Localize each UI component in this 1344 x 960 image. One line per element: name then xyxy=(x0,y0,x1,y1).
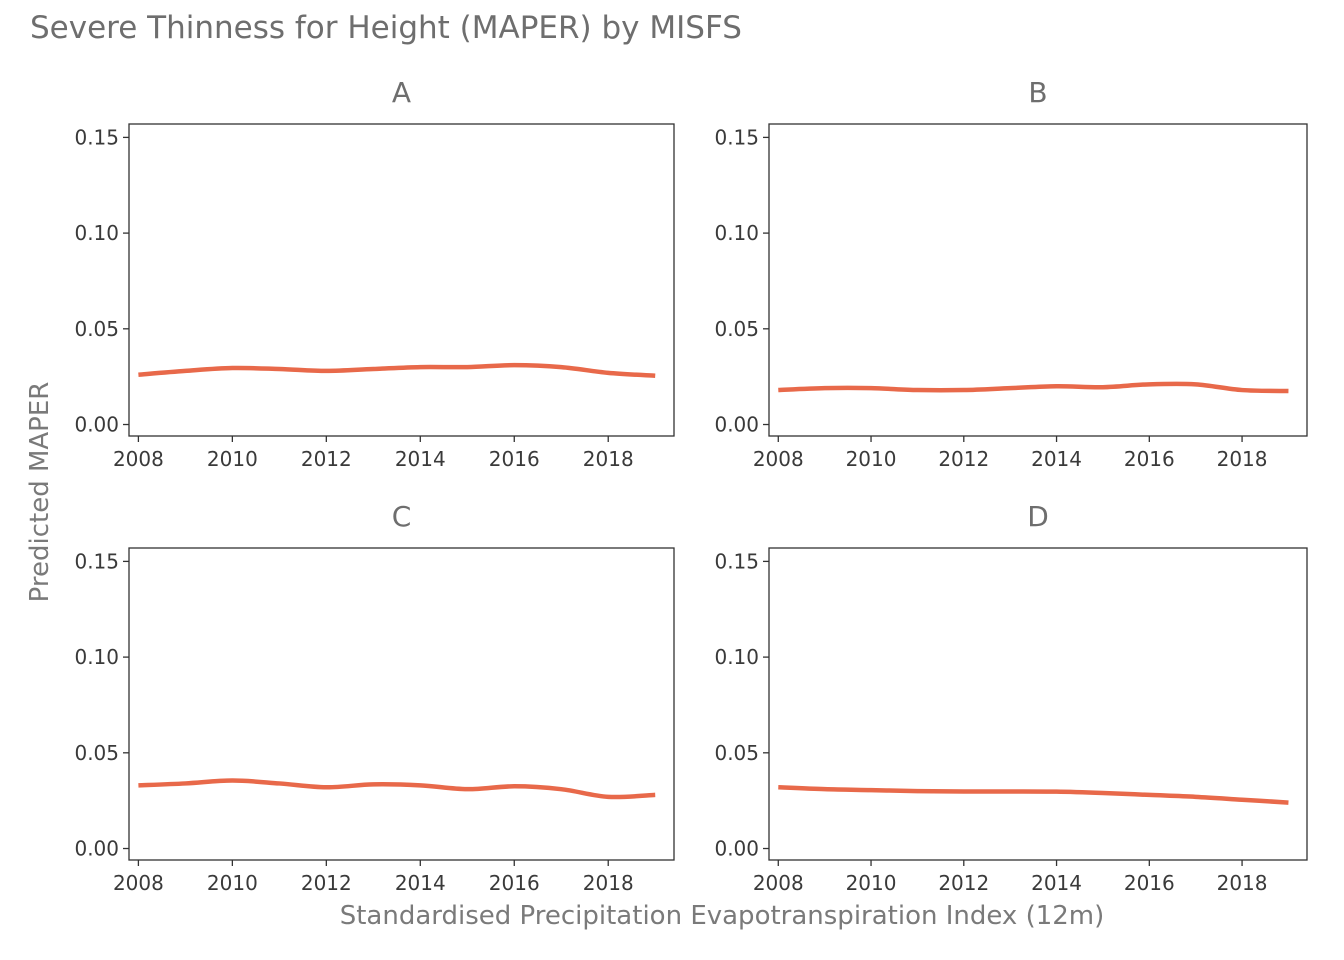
x-tick-label: 2014 xyxy=(1031,447,1082,471)
x-tick-label: 2010 xyxy=(846,871,897,895)
x-tick-label: 2010 xyxy=(846,447,897,471)
y-tick-label: 0.05 xyxy=(714,317,759,341)
x-tick-label: 2016 xyxy=(489,447,540,471)
x-axis-title: Standardised Precipitation Evapotranspir… xyxy=(340,901,1105,931)
x-tick-label: 2016 xyxy=(1124,447,1175,471)
x-tick-label: 2012 xyxy=(301,447,352,471)
y-axis-title: Predicted MAPER xyxy=(25,382,55,603)
panel-border xyxy=(768,123,1308,437)
y-tick-label: 0.15 xyxy=(74,125,119,149)
y-tick-label: 0.00 xyxy=(714,837,759,861)
series-line xyxy=(778,785,1289,805)
y-tick-label: 0.10 xyxy=(714,645,759,669)
x-tick-label: 2014 xyxy=(395,447,446,471)
y-tick-label: 0.05 xyxy=(74,741,119,765)
x-tick-label: 2018 xyxy=(583,871,634,895)
x-tick-label: 2012 xyxy=(938,871,989,895)
x-tick-label: 2008 xyxy=(113,871,164,895)
series-line xyxy=(778,381,1289,394)
x-tick-label: 2008 xyxy=(753,871,804,895)
panel-a: A 0.00 0.05 0.10 0.15 2008 2010 2012 2014 2016 201… xyxy=(74,76,675,471)
x-tick-label: 2012 xyxy=(938,447,989,471)
series-line xyxy=(138,362,656,378)
x-tick-label: 2010 xyxy=(207,447,258,471)
x-tick-label: 2018 xyxy=(1217,447,1268,471)
y-tick-label: 0.10 xyxy=(74,221,119,245)
y-tick-label: 0.05 xyxy=(74,317,119,341)
facet-panels: A 0.00 0.05 0.10 0.15 2008 2010 2012 2014 2016 201… xyxy=(74,76,1308,895)
panel-border xyxy=(128,547,675,861)
x-tick-label: 2014 xyxy=(395,871,446,895)
panel-c: C 0.00 0.05 0.10 0.15 2008 2010 2012 2014 2016 201… xyxy=(74,500,675,895)
panel-label: A xyxy=(392,76,411,109)
chart-title: Severe Thinness for Height (MAPER) by MI… xyxy=(30,10,742,46)
panel-d: D 0.00 0.05 0.10 0.15 2008 2010 2012 2014 2016 201… xyxy=(714,500,1308,895)
x-tick-label: 2016 xyxy=(1124,871,1175,895)
y-tick-label: 0.15 xyxy=(74,549,119,573)
y-tick-label: 0.15 xyxy=(714,549,759,573)
panel-label: D xyxy=(1027,500,1049,533)
x-tick-label: 2012 xyxy=(301,871,352,895)
panel-b: B 0.00 0.05 0.10 0.15 2008 2010 2012 2014 2016 201… xyxy=(714,76,1308,471)
x-tick-label: 2018 xyxy=(583,447,634,471)
panel-label: B xyxy=(1028,76,1047,109)
y-tick-label: 0.10 xyxy=(74,645,119,669)
panel-border xyxy=(768,547,1308,861)
x-tick-label: 2016 xyxy=(489,871,540,895)
x-tick-label: 2018 xyxy=(1217,871,1268,895)
y-tick-label: 0.00 xyxy=(74,837,119,861)
y-tick-label: 0.05 xyxy=(714,741,759,765)
panel-label: C xyxy=(392,500,412,533)
y-tick-label: 0.15 xyxy=(714,125,759,149)
y-tick-label: 0.10 xyxy=(714,221,759,245)
x-tick-label: 2008 xyxy=(753,447,804,471)
y-tick-label: 0.00 xyxy=(714,413,759,437)
panel-border xyxy=(128,123,675,437)
y-tick-label: 0.00 xyxy=(74,413,119,437)
series-line xyxy=(138,778,656,800)
x-tick-label: 2008 xyxy=(113,447,164,471)
x-tick-label: 2014 xyxy=(1031,871,1082,895)
x-tick-label: 2010 xyxy=(207,871,258,895)
